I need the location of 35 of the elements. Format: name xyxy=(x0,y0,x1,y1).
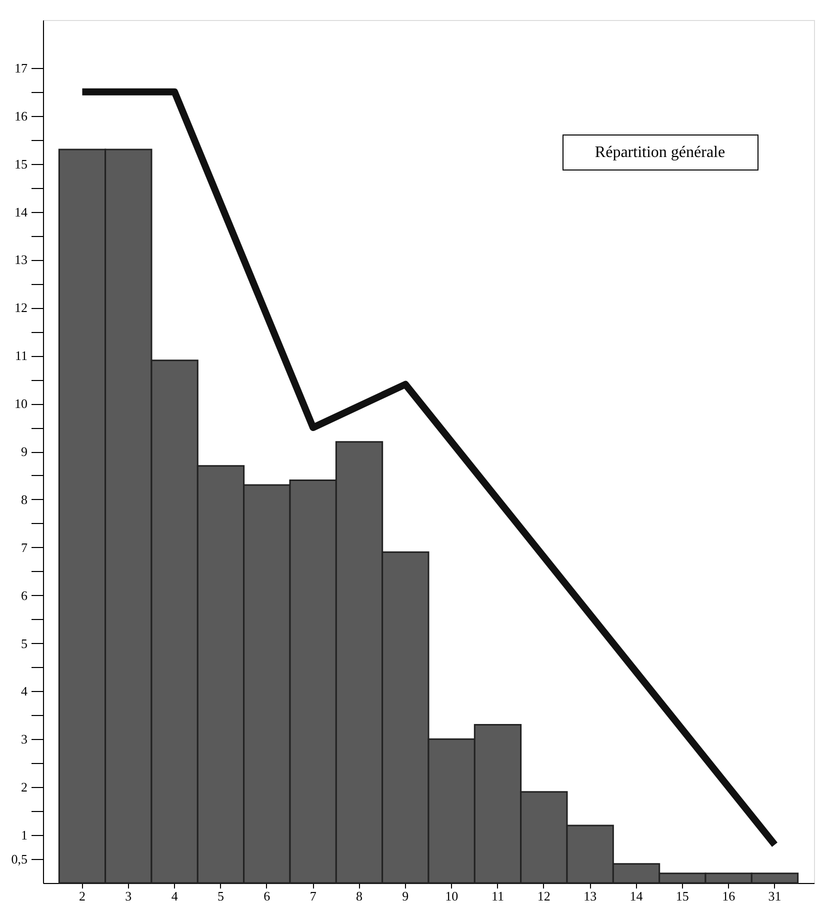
x-tick-label: 13 xyxy=(584,888,597,904)
y-tick-label: 2 xyxy=(21,780,28,795)
x-tick-label: 12 xyxy=(537,888,550,904)
y-tick-label: 17 xyxy=(14,60,28,76)
x-tick-label: 4 xyxy=(171,888,178,904)
y-tick-label: 14 xyxy=(14,204,28,220)
x-tick-label: 15 xyxy=(676,888,689,904)
y-tick-label: 15 xyxy=(14,156,28,172)
x-tick-label: 10 xyxy=(445,888,458,904)
x-tick-label: 16 xyxy=(722,888,736,904)
y-tick-label: 0,5 xyxy=(11,852,28,867)
y-tick-label: 7 xyxy=(21,540,28,555)
y-tick-label: 16 xyxy=(14,108,28,124)
y-tick-label: 10 xyxy=(14,396,28,412)
x-tick-label: 3 xyxy=(125,888,132,904)
x-tick-label: 9 xyxy=(402,888,409,904)
y-tick-label: 1 xyxy=(21,828,28,843)
y-tick-label: 8 xyxy=(21,492,28,507)
x-tick-label: 7 xyxy=(310,888,317,904)
y-tick-label: 5 xyxy=(21,636,28,651)
x-tick-label: 6 xyxy=(264,888,271,904)
x-tick-label: 2 xyxy=(78,888,86,904)
y-tick-label: 12 xyxy=(14,300,28,316)
y-tick-label: 13 xyxy=(14,252,28,268)
x-tick-label: 8 xyxy=(356,888,362,904)
annotation: Répartition générale xyxy=(594,144,726,161)
y-tick-label: 4 xyxy=(21,684,28,699)
y-tick-label: 3 xyxy=(21,732,28,747)
x-tick-label: 11 xyxy=(491,888,504,904)
x-tick-label: 5 xyxy=(217,888,224,904)
x-tick-label: 14 xyxy=(630,888,644,904)
y-tick-label: 11 xyxy=(14,348,28,364)
y-tick-label: 6 xyxy=(21,588,28,603)
x-tick-label: 31 xyxy=(768,888,782,904)
y-tick-label: 9 xyxy=(21,444,28,459)
